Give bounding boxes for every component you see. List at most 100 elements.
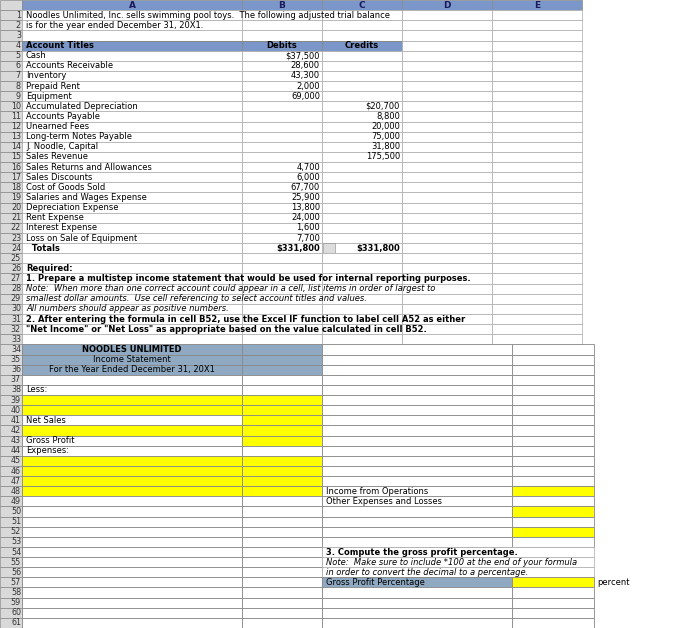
Bar	[242, 192, 322, 203]
Text: Equipment: Equipment	[26, 92, 71, 100]
Bar	[0, 0, 22, 10]
Bar	[242, 577, 322, 587]
Bar	[242, 182, 322, 192]
Text: B: B	[279, 1, 286, 9]
Bar	[322, 51, 402, 61]
Bar	[322, 608, 512, 618]
Bar	[0, 324, 22, 334]
Text: 34: 34	[11, 345, 21, 354]
Bar	[492, 294, 582, 304]
Bar	[22, 567, 242, 577]
Bar	[322, 324, 402, 334]
Bar	[512, 375, 594, 385]
Text: 23: 23	[11, 234, 21, 242]
Text: 52: 52	[10, 528, 21, 536]
Bar	[242, 203, 322, 213]
Bar	[402, 223, 492, 233]
Bar	[492, 81, 582, 91]
Bar	[22, 476, 242, 486]
Bar	[0, 223, 22, 233]
Bar	[22, 81, 242, 91]
Bar	[492, 213, 582, 223]
Bar	[0, 304, 22, 314]
Bar	[322, 284, 402, 294]
Bar	[0, 618, 22, 628]
Bar	[0, 61, 22, 71]
Bar	[322, 10, 402, 20]
Bar	[242, 152, 322, 162]
Bar	[242, 557, 322, 567]
Bar	[22, 223, 242, 233]
Text: 20: 20	[11, 203, 21, 212]
Bar	[22, 425, 242, 436]
Bar	[242, 101, 322, 111]
Text: Net Sales: Net Sales	[26, 416, 66, 425]
Text: D: D	[443, 1, 451, 9]
Bar	[242, 162, 322, 172]
Bar	[242, 506, 322, 517]
Bar	[0, 20, 22, 30]
Bar	[22, 51, 242, 61]
Bar	[492, 284, 582, 294]
Text: is for the year ended December 31, 20X1.: is for the year ended December 31, 20X1.	[26, 21, 204, 30]
Text: NOODLES UNLIMITED: NOODLES UNLIMITED	[83, 345, 182, 354]
Bar	[0, 598, 22, 608]
Text: 1. Prepare a multistep income statement that would be used for internal reportin: 1. Prepare a multistep income statement …	[26, 274, 470, 283]
Bar	[512, 344, 594, 355]
Bar	[322, 527, 512, 537]
Bar	[322, 415, 512, 425]
Bar	[492, 162, 582, 172]
Bar	[402, 192, 492, 203]
Bar	[402, 162, 492, 172]
Bar	[242, 598, 322, 608]
Bar	[492, 253, 582, 263]
Text: in order to convert the decimal to a percentage.: in order to convert the decimal to a per…	[326, 568, 528, 577]
Text: Rent Expense: Rent Expense	[26, 214, 84, 222]
Bar	[322, 172, 402, 182]
Bar	[0, 496, 22, 506]
Text: 49: 49	[11, 497, 21, 506]
Bar	[322, 334, 402, 344]
Bar	[512, 496, 594, 506]
Bar	[322, 385, 512, 395]
Text: 4: 4	[16, 41, 21, 50]
Bar	[22, 101, 242, 111]
Bar	[242, 51, 322, 61]
Bar	[0, 547, 22, 557]
Bar	[22, 486, 242, 496]
Bar	[22, 496, 242, 506]
Bar	[242, 486, 322, 496]
Text: 4,700: 4,700	[296, 163, 320, 171]
Text: 40: 40	[11, 406, 21, 414]
Bar	[0, 314, 22, 324]
Bar	[0, 334, 22, 344]
Bar	[22, 263, 242, 273]
Bar	[322, 446, 512, 456]
Bar	[22, 618, 242, 628]
Text: Income from Operations: Income from Operations	[326, 487, 428, 495]
Bar	[22, 517, 242, 527]
Bar	[0, 263, 22, 273]
Text: 31: 31	[11, 315, 21, 323]
Bar	[242, 20, 322, 30]
Bar	[242, 567, 322, 577]
Bar	[22, 111, 242, 122]
Bar	[22, 365, 242, 375]
Bar	[402, 294, 492, 304]
Text: "Net Income" or "Net Loss" as appropriate based on the value calculated in cell : "Net Income" or "Net Loss" as appropriat…	[26, 325, 427, 333]
Bar	[322, 20, 402, 30]
Bar	[22, 243, 242, 253]
Bar	[512, 355, 594, 365]
Bar	[22, 456, 242, 466]
Bar	[402, 172, 492, 182]
Bar	[492, 71, 582, 81]
Text: Account Titles: Account Titles	[26, 41, 94, 50]
Bar	[0, 567, 22, 577]
Text: 44: 44	[11, 447, 21, 455]
Text: 33: 33	[11, 335, 21, 344]
Bar	[22, 172, 242, 182]
Bar	[322, 598, 512, 608]
Bar	[22, 253, 242, 263]
Text: 15: 15	[11, 153, 21, 161]
Text: Note:  Make sure to include *100 at the end of your formula: Note: Make sure to include *100 at the e…	[326, 558, 577, 566]
